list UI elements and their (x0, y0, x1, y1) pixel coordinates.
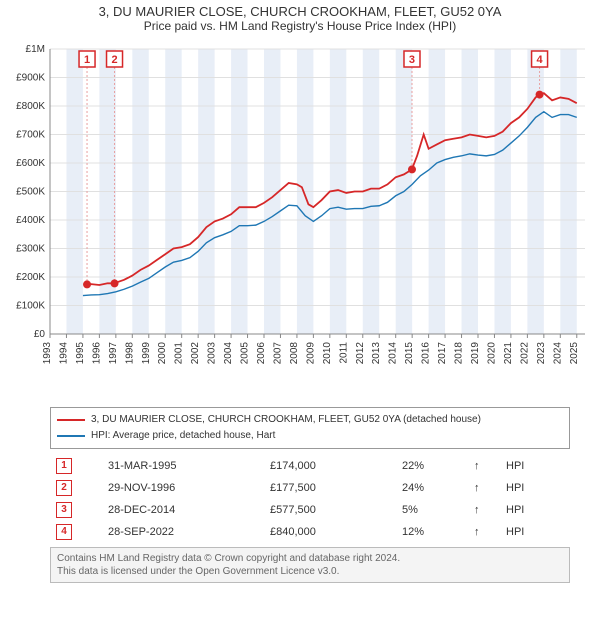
event-date: 29-NOV-1996 (102, 477, 264, 499)
svg-text:2022: 2022 (519, 342, 530, 365)
svg-text:1993: 1993 (42, 342, 53, 365)
svg-text:£700K: £700K (16, 130, 45, 141)
event-row: 3 28-DEC-2014£577,5005%↑HPI (50, 499, 570, 521)
event-marker-icon: 2 (56, 480, 72, 496)
svg-text:2004: 2004 (223, 342, 234, 365)
svg-text:2008: 2008 (289, 342, 300, 365)
event-row: 1 31-MAR-1995£174,00022%↑HPI (50, 455, 570, 477)
legend-item: HPI: Average price, detached house, Hart (57, 428, 563, 444)
svg-text:2001: 2001 (174, 342, 185, 365)
chart-container: 3, DU MAURIER CLOSE, CHURCH CROOKHAM, FL… (0, 4, 600, 583)
svg-text:3: 3 (409, 54, 415, 66)
svg-text:2017: 2017 (437, 342, 448, 365)
arrow-up-icon: ↑ (468, 477, 500, 499)
legend-label: HPI: Average price, detached house, Hart (91, 428, 275, 444)
event-note: HPI (500, 521, 570, 543)
svg-text:1994: 1994 (58, 342, 69, 365)
svg-text:2024: 2024 (552, 342, 563, 365)
svg-text:2012: 2012 (355, 342, 366, 365)
svg-text:2016: 2016 (421, 342, 432, 365)
svg-text:2025: 2025 (569, 342, 580, 365)
svg-text:2010: 2010 (322, 342, 333, 365)
svg-text:2003: 2003 (207, 342, 218, 365)
event-pct: 12% (396, 521, 468, 543)
svg-text:2015: 2015 (404, 342, 415, 365)
legend: 3, DU MAURIER CLOSE, CHURCH CROOKHAM, FL… (50, 407, 570, 449)
svg-text:2005: 2005 (240, 342, 251, 365)
svg-text:2009: 2009 (305, 342, 316, 365)
event-price: £577,500 (264, 499, 396, 521)
arrow-up-icon: ↑ (468, 499, 500, 521)
svg-text:£100K: £100K (16, 301, 45, 312)
svg-text:2018: 2018 (454, 342, 465, 365)
svg-text:2021: 2021 (503, 342, 514, 365)
event-price: £840,000 (264, 521, 396, 543)
svg-text:£500K: £500K (16, 187, 45, 198)
event-date: 28-SEP-2022 (102, 521, 264, 543)
event-date: 31-MAR-1995 (102, 455, 264, 477)
event-price: £174,000 (264, 455, 396, 477)
event-date: 28-DEC-2014 (102, 499, 264, 521)
event-marker-icon: 4 (56, 524, 72, 540)
event-note: HPI (500, 477, 570, 499)
legend-label: 3, DU MAURIER CLOSE, CHURCH CROOKHAM, FL… (91, 412, 481, 428)
event-marker-icon: 1 (56, 458, 72, 474)
svg-text:2007: 2007 (272, 342, 283, 365)
event-pct: 22% (396, 455, 468, 477)
event-row: 2 29-NOV-1996£177,50024%↑HPI (50, 477, 570, 499)
svg-text:4: 4 (537, 54, 544, 66)
chart-title: 3, DU MAURIER CLOSE, CHURCH CROOKHAM, FL… (0, 4, 600, 19)
svg-text:£400K: £400K (16, 215, 45, 226)
svg-text:2023: 2023 (536, 342, 547, 365)
event-note: HPI (500, 455, 570, 477)
svg-text:2020: 2020 (486, 342, 497, 365)
svg-text:£900K: £900K (16, 73, 45, 84)
svg-text:2019: 2019 (470, 342, 481, 365)
svg-text:2000: 2000 (157, 342, 168, 365)
svg-text:2: 2 (111, 54, 117, 66)
svg-text:1995: 1995 (75, 342, 86, 365)
legend-swatch-icon (57, 435, 85, 437)
svg-text:1998: 1998 (124, 342, 135, 365)
svg-text:£200K: £200K (16, 272, 45, 283)
event-pct: 24% (396, 477, 468, 499)
svg-text:£1M: £1M (26, 44, 45, 55)
footer-line: Contains HM Land Registry data © Crown c… (57, 552, 563, 565)
event-note: HPI (500, 499, 570, 521)
svg-text:2014: 2014 (388, 342, 399, 365)
svg-text:1997: 1997 (108, 342, 119, 365)
footer-note: Contains HM Land Registry data © Crown c… (50, 547, 570, 583)
footer-line: This data is licensed under the Open Gov… (57, 565, 563, 578)
svg-text:2002: 2002 (190, 342, 201, 365)
svg-text:2006: 2006 (256, 342, 267, 365)
event-price: £177,500 (264, 477, 396, 499)
event-marker-icon: 3 (56, 502, 72, 518)
svg-text:1999: 1999 (141, 342, 152, 365)
chart-subtitle: Price paid vs. HM Land Registry's House … (0, 19, 600, 33)
legend-swatch-icon (57, 419, 85, 421)
svg-text:1: 1 (84, 54, 90, 66)
legend-item: 3, DU MAURIER CLOSE, CHURCH CROOKHAM, FL… (57, 412, 563, 428)
svg-text:2013: 2013 (371, 342, 382, 365)
arrow-up-icon: ↑ (468, 455, 500, 477)
svg-text:£800K: £800K (16, 101, 45, 112)
chart-plot-area: £0 £100K £200K £300K £400K £500K £600K £700K £80… (0, 39, 600, 399)
event-pct: 5% (396, 499, 468, 521)
svg-text:1996: 1996 (91, 342, 102, 365)
svg-text:£600K: £600K (16, 158, 45, 169)
event-row: 4 28-SEP-2022£840,00012%↑HPI (50, 521, 570, 543)
svg-text:2011: 2011 (338, 342, 349, 364)
svg-text:£300K: £300K (16, 244, 45, 255)
arrow-up-icon: ↑ (468, 521, 500, 543)
events-table: 131-MAR-1995£174,00022%↑HPI229-NOV-1996£… (50, 455, 570, 543)
svg-text:£0: £0 (34, 329, 46, 340)
